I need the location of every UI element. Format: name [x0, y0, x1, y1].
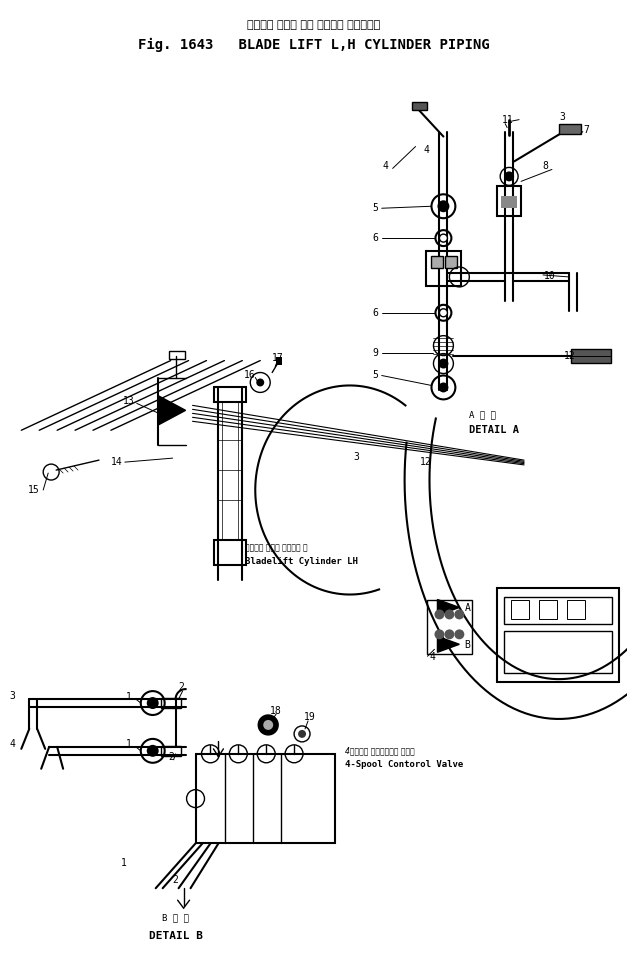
Text: 11: 11 [502, 115, 514, 125]
Bar [571, 349, 610, 363]
Text: 18: 18 [270, 706, 282, 716]
Text: 4: 4 [423, 144, 430, 154]
Polygon shape [438, 600, 459, 615]
Text: 4: 4 [382, 162, 389, 172]
Text: 4: 4 [9, 739, 15, 749]
Text: 19: 19 [304, 712, 316, 722]
Bar [504, 632, 612, 673]
Text: 9: 9 [373, 348, 379, 358]
Text: 5: 5 [373, 203, 379, 214]
Bar [161, 746, 181, 756]
Text: Bladelift Cylinder LH: Bladelift Cylinder LH [246, 557, 358, 566]
Text: B 詳 細: B 詳 細 [162, 914, 189, 922]
Text: 10: 10 [544, 271, 556, 281]
Bar [497, 186, 521, 216]
Text: ブレード リフト 左側 シリンダ パイピング: ブレード リフト 左側 シリンダ パイピング [247, 20, 381, 30]
Circle shape [258, 715, 278, 735]
Bar [431, 256, 443, 268]
Text: 4スプール コントロール バルブ: 4スプール コントロール バルブ [345, 746, 414, 756]
Circle shape [263, 720, 273, 730]
Circle shape [438, 359, 448, 369]
Bar [445, 256, 457, 268]
Circle shape [298, 730, 306, 738]
Text: 15: 15 [28, 485, 40, 495]
Text: 16: 16 [244, 370, 256, 379]
Text: 3: 3 [559, 112, 565, 122]
Text: 3: 3 [354, 452, 360, 462]
Bar [497, 588, 619, 682]
Text: Fig. 1643   BLADE LIFT L,H CYLINDER PIPING: Fig. 1643 BLADE LIFT L,H CYLINDER PIPING [138, 38, 490, 52]
Bar [501, 196, 517, 209]
Bar [195, 754, 335, 843]
Polygon shape [158, 396, 185, 425]
Circle shape [445, 630, 455, 640]
Circle shape [438, 200, 450, 213]
Text: 6: 6 [373, 308, 379, 318]
Bar [539, 600, 557, 619]
Bar [426, 251, 462, 286]
Text: 14: 14 [111, 457, 122, 467]
Circle shape [440, 234, 447, 242]
Text: 2: 2 [173, 876, 178, 885]
Bar [276, 357, 282, 365]
Text: 12: 12 [564, 351, 576, 361]
Text: A 詳 細: A 詳 細 [469, 410, 496, 420]
Circle shape [435, 630, 445, 640]
Bar [567, 600, 585, 619]
Circle shape [455, 630, 464, 640]
Text: 7: 7 [584, 125, 590, 135]
Text: 13: 13 [123, 397, 134, 407]
Text: 1: 1 [126, 739, 132, 749]
Text: 2: 2 [169, 752, 175, 761]
Circle shape [455, 609, 464, 619]
Bar [214, 540, 246, 565]
Text: 8: 8 [542, 162, 548, 172]
Polygon shape [438, 637, 459, 652]
Bar [161, 698, 181, 708]
Text: 1: 1 [121, 858, 127, 869]
Circle shape [504, 172, 514, 181]
Text: A: A [464, 604, 470, 613]
Bar [504, 597, 612, 624]
Text: 1: 1 [126, 692, 132, 702]
Circle shape [147, 697, 159, 709]
Bar [511, 600, 529, 619]
Circle shape [147, 745, 159, 757]
Text: 3: 3 [9, 691, 15, 701]
Circle shape [445, 609, 455, 619]
Text: 2: 2 [178, 682, 185, 692]
Text: DETAIL A: DETAIL A [469, 425, 519, 435]
Circle shape [440, 309, 447, 317]
Bar [411, 101, 428, 109]
Text: 4: 4 [430, 652, 435, 662]
Text: DETAIL B: DETAIL B [149, 931, 203, 941]
Circle shape [438, 382, 448, 392]
Text: 6: 6 [373, 233, 379, 243]
Text: B: B [464, 641, 470, 650]
Bar [214, 387, 246, 403]
Bar [559, 124, 581, 134]
Text: ブレート リフト シリンタ 左: ブレート リフト シリンタ 左 [246, 543, 308, 552]
Bar [428, 600, 472, 654]
Circle shape [256, 378, 264, 386]
Text: 5: 5 [373, 370, 379, 380]
Text: 17: 17 [272, 353, 284, 363]
Text: 4-Spool Contorol Valve: 4-Spool Contorol Valve [345, 760, 463, 769]
Circle shape [435, 609, 445, 619]
Text: 12: 12 [420, 457, 431, 467]
Bar [169, 351, 185, 359]
